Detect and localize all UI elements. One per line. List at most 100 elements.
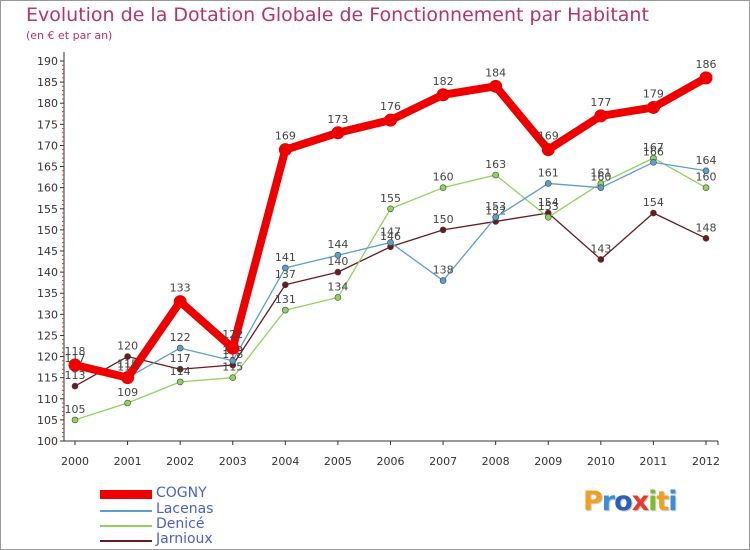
legend-label-jarnioux: Jarnioux: [156, 531, 213, 547]
x-tick-label: 2012: [692, 455, 720, 468]
data-label-lacenas: 161: [538, 166, 559, 179]
data-label-jarnioux: 154: [643, 196, 664, 209]
y-tick-label: 150: [37, 224, 58, 237]
data-point-jarnioux: [597, 256, 605, 263]
y-tick-label: 100: [37, 435, 58, 448]
data-label-jarnioux: 113: [65, 369, 86, 382]
data-label-lacenas: 147: [380, 226, 401, 239]
y-tick-label: 160: [37, 182, 58, 195]
data-label-cogny: 186: [696, 58, 717, 71]
data-label-lacenas: 164: [696, 154, 717, 167]
data-point-lacenas: [176, 344, 184, 352]
data-label-lacenas: 141: [275, 251, 296, 264]
data-label-cogny: 169: [538, 130, 559, 143]
data-label-cogny: 133: [170, 282, 191, 295]
data-label-jarnioux: 150: [433, 213, 454, 226]
data-label-denic: 160: [696, 171, 717, 184]
data-point-denic: [702, 184, 710, 191]
data-point-cogny: [541, 143, 555, 157]
data-label-denic: 153: [538, 200, 559, 213]
data-label-lacenas: 153: [485, 200, 506, 213]
data-label-jarnioux: 146: [380, 230, 401, 243]
logo-letter: i: [648, 486, 657, 517]
data-label-denic: 155: [380, 192, 401, 205]
legend-swatch-cogny: [100, 490, 152, 499]
data-label-denic: 114: [170, 365, 191, 378]
data-point-lacenas: [334, 251, 342, 259]
data-point-denic: [387, 205, 394, 213]
data-point-lacenas: [650, 159, 657, 166]
data-label-denic: 161: [590, 166, 611, 179]
data-point-denic: [229, 374, 237, 381]
data-label-denic: 131: [275, 293, 296, 306]
data-label-lacenas: 166: [643, 145, 664, 158]
y-tick-label: 185: [37, 76, 58, 89]
data-point-jarnioux: [702, 235, 710, 242]
data-point-lacenas: [282, 264, 289, 272]
data-point-lacenas: [597, 184, 605, 191]
x-tick-label: 2008: [482, 455, 510, 468]
data-point-denic: [544, 213, 552, 221]
y-tick-label: 170: [37, 139, 58, 152]
logo-letter: i: [668, 486, 677, 517]
y-tick-label: 175: [37, 118, 58, 131]
data-point-denic: [71, 416, 79, 424]
y-tick-label: 120: [37, 351, 58, 364]
data-label-denic: 105: [65, 403, 86, 416]
data-point-jarnioux: [124, 353, 131, 360]
x-tick-label: 2010: [587, 455, 615, 468]
data-point-cogny: [226, 341, 240, 355]
y-tick-label: 190: [37, 55, 58, 68]
data-point-cogny: [173, 295, 187, 309]
y-tick-label: 140: [37, 266, 58, 279]
logo-letter: P: [583, 486, 603, 517]
y-tick-label: 180: [37, 97, 58, 110]
data-point-denic: [439, 184, 447, 191]
data-point-cogny: [384, 113, 397, 127]
y-tick-label: 135: [37, 287, 58, 300]
data-label-denic: 134: [327, 280, 348, 293]
data-label-cogny: 182: [433, 75, 454, 88]
legend-swatch-denice: [100, 525, 152, 527]
legend-swatch-jarnioux: [100, 540, 152, 542]
proxiti-logo: Proxiti: [583, 486, 678, 517]
y-tick-label: 125: [37, 329, 58, 342]
logo-letter: r: [601, 486, 615, 517]
legend-label-cogny: COGNY: [156, 485, 207, 501]
data-label-lacenas: 160: [590, 171, 611, 184]
x-tick-label: 2005: [324, 455, 352, 468]
data-point-denic: [282, 306, 289, 314]
data-label-cogny: 122: [222, 328, 243, 341]
data-label-denic: 160: [433, 171, 454, 184]
y-tick-label: 130: [37, 308, 58, 321]
data-point-lacenas: [702, 167, 710, 175]
data-point-jarnioux: [176, 365, 184, 373]
data-point-cogny: [594, 109, 608, 123]
y-tick-label: 145: [37, 245, 58, 258]
data-label-cogny: 179: [643, 87, 664, 100]
data-label-denic: 115: [222, 361, 243, 374]
data-label-cogny: 118: [65, 345, 86, 358]
data-point-denic: [492, 171, 499, 179]
data-label-lacenas: 138: [433, 264, 454, 277]
data-point-denic: [176, 378, 184, 386]
chart-title: Evolution de la Dotation Globale de Fonc…: [26, 4, 649, 26]
y-tick-label: 110: [37, 393, 58, 406]
data-point-cogny: [646, 100, 660, 114]
data-point-lacenas: [439, 277, 447, 284]
data-point-cogny: [68, 358, 82, 372]
data-point-jarnioux: [439, 226, 447, 234]
x-tick-label: 2009: [534, 455, 562, 468]
x-tick-label: 2000: [61, 455, 89, 468]
data-label-cogny: 184: [485, 66, 506, 79]
chart-subtitle: (en € et par an): [26, 29, 113, 42]
data-label-cogny: 176: [380, 100, 401, 113]
y-tick-label: 165: [37, 161, 58, 174]
data-point-cogny: [489, 79, 503, 93]
data-point-lacenas: [492, 213, 499, 221]
data-label-cogny: 177: [590, 96, 611, 109]
data-point-jarnioux: [282, 281, 289, 289]
data-label-denic: 163: [485, 158, 506, 171]
data-label-jarnioux: 140: [327, 255, 348, 268]
data-label-jarnioux: 143: [590, 242, 611, 255]
